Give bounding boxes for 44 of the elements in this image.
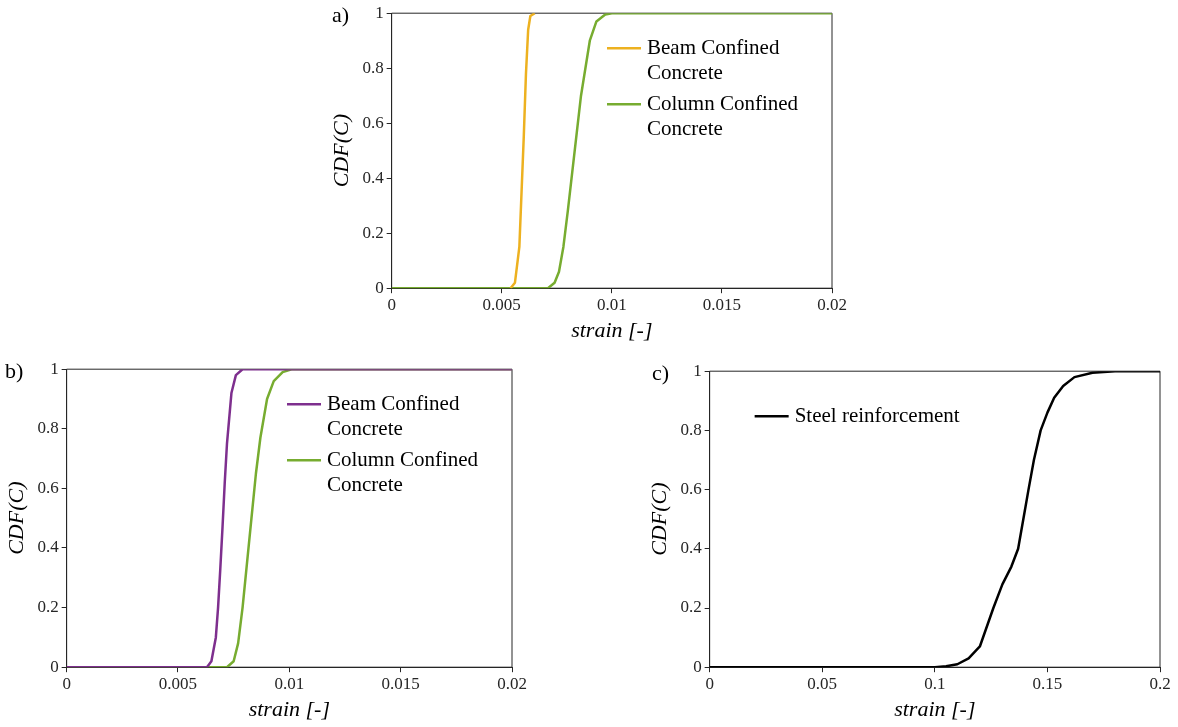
x-tick-label: 0.005 [158, 673, 198, 693]
y-tick-label: 0.2 [362, 222, 384, 242]
y-tick-label: 0.2 [680, 597, 702, 617]
y-tick-label: 0.4 [680, 538, 703, 558]
x-tick-label: 0.15 [1032, 673, 1063, 693]
y-axis-title: CDF(C) [2, 481, 28, 555]
x-axis-title: strain [-] [894, 695, 976, 721]
chart-title: b) [5, 358, 24, 384]
legend-label: Column Confined Concrete [647, 90, 799, 140]
legend-label: Beam Confined Concrete [327, 390, 460, 440]
x-tick-label: 0.015 [702, 294, 742, 314]
y-tick-label: 0.6 [37, 477, 59, 497]
y-tick-label: 1 [50, 358, 59, 378]
x-tick-label: 0.1 [924, 673, 946, 693]
x-tick-label: 0.02 [817, 294, 847, 314]
chart-title: c) [652, 360, 670, 386]
x-axis-title: strain [-] [248, 695, 330, 721]
y-tick-label: 0.8 [680, 419, 702, 439]
x-tick-label: 0.05 [807, 673, 838, 693]
chart-title: a) [332, 2, 350, 28]
legend-label: Steel reinforcement [794, 402, 960, 427]
y-tick-label: 1 [375, 2, 384, 22]
y-tick-label: 0.8 [362, 57, 384, 77]
y-tick-label: 0.6 [362, 112, 384, 132]
legend-label: Column Confined Concrete [327, 446, 479, 496]
y-tick-label: 0 [375, 277, 384, 297]
x-tick-label: 0.015 [381, 673, 420, 693]
y-tick-label: 0 [693, 656, 702, 676]
y-tick-label: 0.4 [362, 167, 385, 187]
y-tick-label: 0.2 [37, 597, 59, 617]
x-tick-label: 0.005 [482, 294, 521, 314]
y-tick-label: 1 [693, 360, 702, 380]
y-axis-title: CDF(C) [645, 482, 671, 556]
y-tick-label: 0.4 [37, 537, 60, 557]
y-axis-title: CDF(C) [327, 114, 353, 188]
x-tick-label: 0.01 [596, 294, 627, 314]
x-axis-title: strain [-] [571, 316, 653, 342]
x-tick-label: 0.01 [274, 673, 305, 693]
y-tick-label: 0.6 [680, 479, 702, 499]
x-tick-label: 0.2 [1149, 673, 1171, 693]
y-tick-label: 0 [50, 656, 59, 676]
x-tick-label: 0.02 [497, 673, 527, 693]
y-tick-label: 0.8 [37, 418, 59, 438]
legend-label: Beam Confined Concrete [647, 34, 780, 84]
